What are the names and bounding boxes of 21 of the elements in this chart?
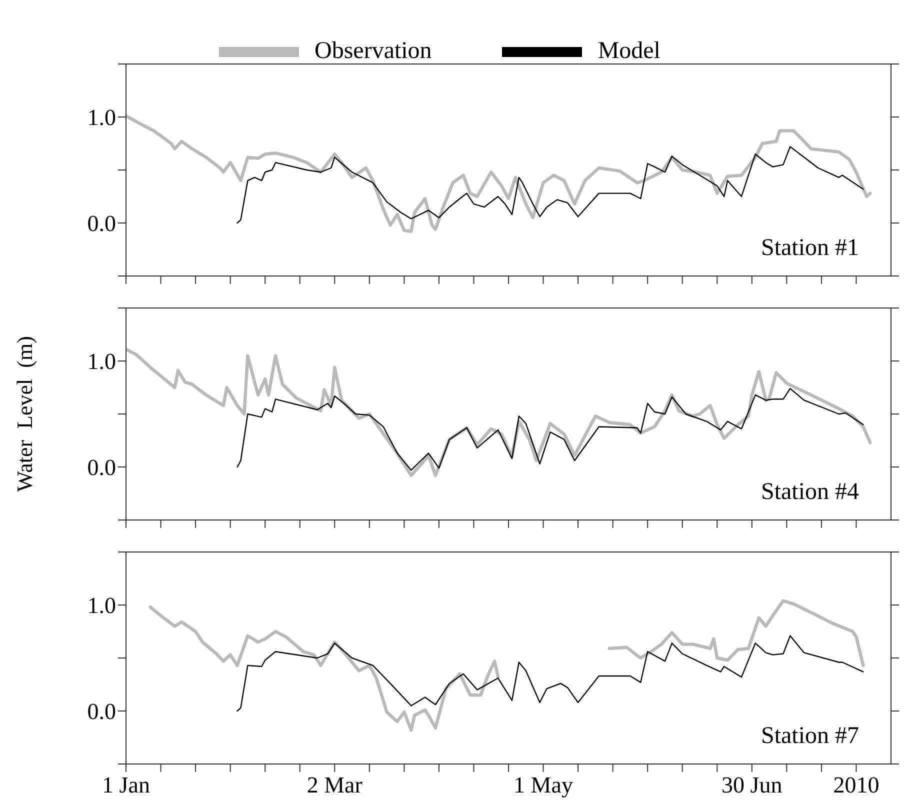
annotation: Station #7	[760, 723, 859, 750]
y-tick-label: 0.0	[87, 699, 116, 724]
x-tick-label: 2 Mar	[306, 772, 363, 798]
y-tick-label: 1.0	[87, 105, 116, 130]
line-series	[236, 635, 864, 712]
y-tick-label: 0.0	[87, 455, 116, 480]
x-tick-label: 2010	[833, 772, 880, 798]
annotation: Station #4	[760, 479, 859, 506]
annotation: Station #1	[760, 235, 859, 262]
x-tick-label: 1 May	[514, 772, 574, 798]
y-axis-title: Water Level (m)	[12, 336, 38, 492]
y-tick-label: 0.0	[87, 211, 116, 236]
x-tick-label: 30 Jun	[722, 772, 783, 798]
x-tick-label: 1 Jan	[102, 772, 150, 798]
line-series	[126, 114, 872, 234]
line-series	[236, 388, 864, 471]
legend-label: Observation	[314, 38, 432, 64]
legend-label: Model	[598, 38, 660, 64]
y-tick-label: 1.0	[87, 349, 116, 374]
y-tick-label: 1.0	[87, 593, 116, 618]
line-series	[236, 146, 864, 224]
